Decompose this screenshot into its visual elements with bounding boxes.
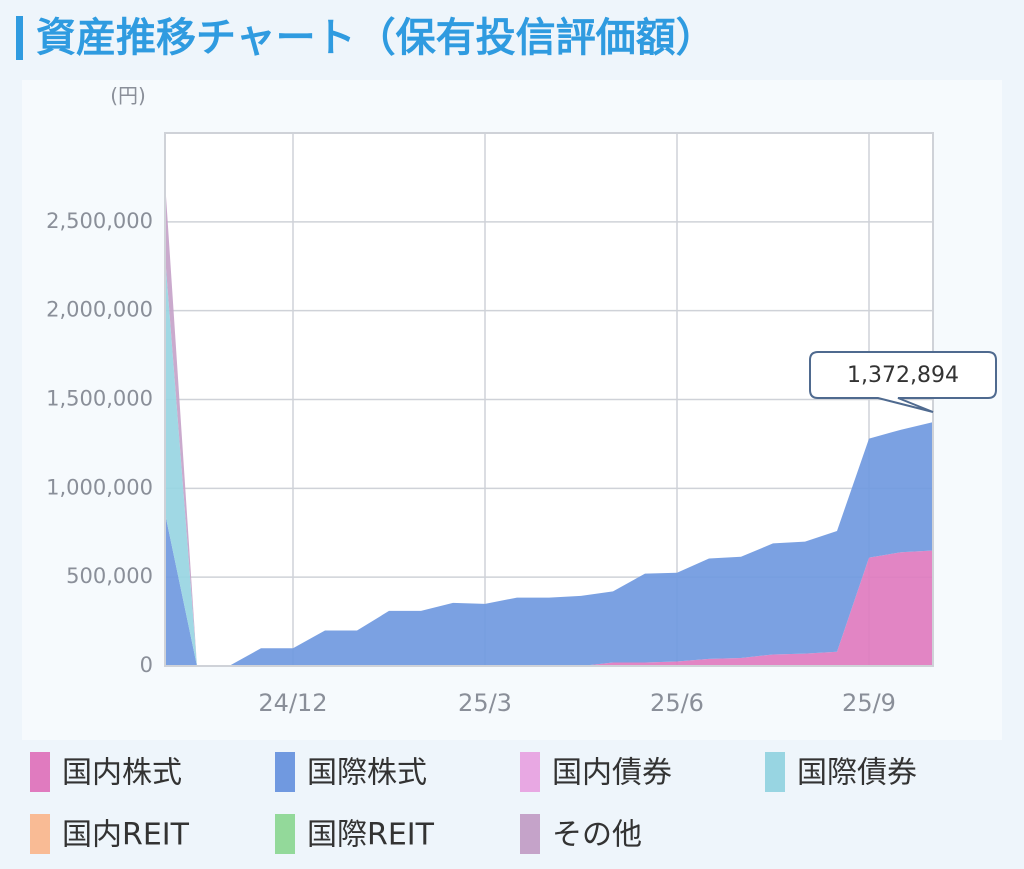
- legend-swatch: [275, 752, 295, 792]
- plot-border: [164, 132, 934, 667]
- y-tick-label: 2,500,000: [46, 209, 153, 233]
- callout-label: 1,372,894: [847, 363, 959, 388]
- legend-label: 国内REIT: [62, 818, 190, 853]
- legend-label: 国内株式: [62, 756, 182, 791]
- y-tick-label: 500,000: [66, 564, 153, 588]
- legend-label: 国際債券: [797, 756, 917, 791]
- legend-swatch: [765, 752, 785, 792]
- legend-swatch: [520, 752, 540, 792]
- x-tick-label: 25/6: [650, 689, 704, 717]
- y-axis-label: (円): [110, 84, 146, 108]
- area: [165, 550, 933, 666]
- title-bar: [16, 16, 23, 60]
- callout-box: [809, 351, 997, 413]
- legend-swatch: [520, 814, 540, 854]
- x-tick-label: 25/3: [458, 689, 512, 717]
- chart-title: 資産推移チャート（保有投信評価額）: [36, 15, 716, 61]
- x-tick-label: 25/9: [842, 689, 896, 717]
- legend-label: 国際株式: [307, 756, 427, 791]
- legend-swatch: [30, 752, 50, 792]
- legend-label: 国際REIT: [307, 818, 435, 853]
- legend-swatch: [275, 814, 295, 854]
- y-tick-label: 0: [140, 653, 153, 677]
- x-tick-label: 24/12: [258, 689, 327, 717]
- y-tick-label: 2,000,000: [46, 298, 153, 322]
- area: [165, 422, 933, 666]
- legend-label: その他: [552, 818, 642, 853]
- y-tick-label: 1,500,000: [46, 387, 153, 411]
- y-tick-label: 1,000,000: [46, 475, 153, 499]
- legend-label: 国内債券: [552, 756, 672, 791]
- legend-swatch: [30, 814, 50, 854]
